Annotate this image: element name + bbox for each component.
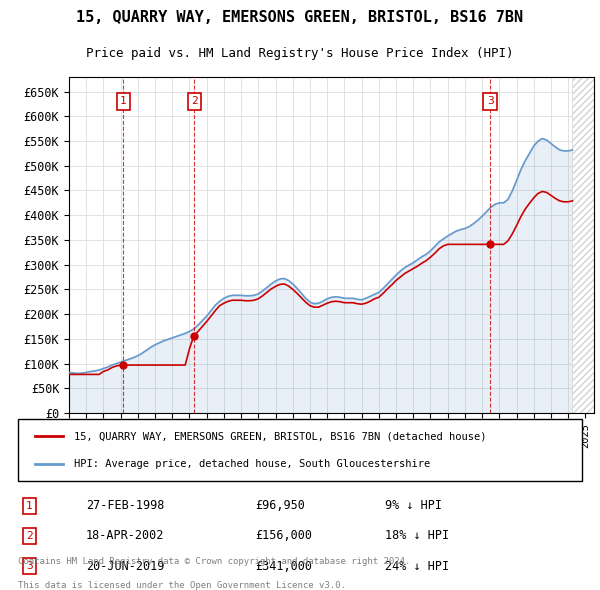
Text: 15, QUARRY WAY, EMERSONS GREEN, BRISTOL, BS16 7BN: 15, QUARRY WAY, EMERSONS GREEN, BRISTOL,… [76,10,524,25]
Text: 3: 3 [487,96,494,106]
FancyBboxPatch shape [18,419,582,481]
Text: 15, QUARRY WAY, EMERSONS GREEN, BRISTOL, BS16 7BN (detached house): 15, QUARRY WAY, EMERSONS GREEN, BRISTOL,… [74,431,487,441]
Text: 3: 3 [26,561,32,571]
Text: 1: 1 [26,501,32,511]
Text: This data is licensed under the Open Government Licence v3.0.: This data is licensed under the Open Gov… [18,581,346,590]
Text: £96,950: £96,950 [255,499,305,512]
Text: 1: 1 [120,96,127,106]
Text: 2: 2 [26,531,32,541]
Text: 18-APR-2002: 18-APR-2002 [86,529,164,542]
Text: 27-FEB-1998: 27-FEB-1998 [86,499,164,512]
Text: Price paid vs. HM Land Registry's House Price Index (HPI): Price paid vs. HM Land Registry's House … [86,47,514,60]
Text: £156,000: £156,000 [255,529,312,542]
Text: £341,000: £341,000 [255,559,312,572]
Text: 18% ↓ HPI: 18% ↓ HPI [385,529,449,542]
Text: 24% ↓ HPI: 24% ↓ HPI [385,559,449,572]
Text: 9% ↓ HPI: 9% ↓ HPI [385,499,442,512]
Text: 20-JUN-2019: 20-JUN-2019 [86,559,164,572]
Text: HPI: Average price, detached house, South Gloucestershire: HPI: Average price, detached house, Sout… [74,458,431,468]
Text: Contains HM Land Registry data © Crown copyright and database right 2024.: Contains HM Land Registry data © Crown c… [18,557,410,566]
Text: 2: 2 [191,96,198,106]
